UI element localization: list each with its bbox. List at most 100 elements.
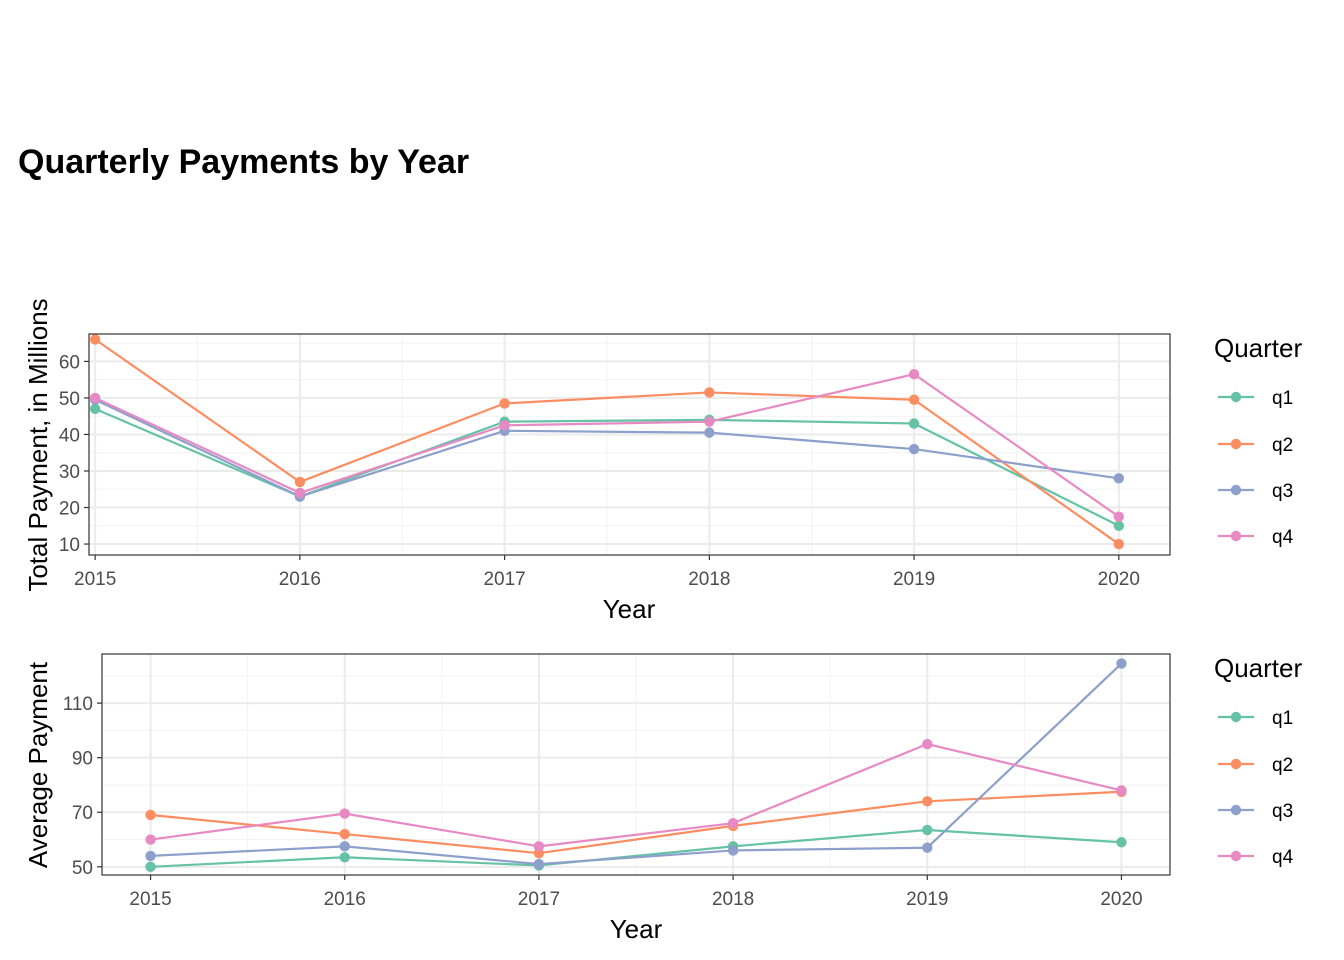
- legend-item-q4: q4: [1218, 527, 1294, 548]
- data-point-q3-2015: [145, 850, 156, 862]
- legend-key-point: [1230, 711, 1242, 723]
- data-point-q3-2017: [533, 858, 545, 870]
- data-point-q4-2016: [294, 487, 306, 499]
- x-tick-label: 2019: [893, 569, 935, 590]
- chart-title: Quarterly Payments by Year: [18, 143, 469, 181]
- legend-item-q4: q4: [1218, 847, 1294, 868]
- x-tick-label: 2015: [129, 889, 171, 910]
- data-point-q3-2020: [1113, 473, 1125, 484]
- legend-key-point: [1230, 804, 1242, 816]
- legend-title-average: Quarter: [1214, 653, 1302, 683]
- x-tick-label: 2019: [906, 889, 948, 910]
- data-point-q2-2020: [1113, 538, 1125, 550]
- series-line-q4: [94, 373, 1120, 518]
- series-line-q3: [150, 662, 1123, 866]
- average-payment-chart: Average Payment Year Quarter 50 70 90 110 20…: [23, 653, 1302, 944]
- data-point-q4-2018: [727, 817, 739, 829]
- data-point-q2-2016: [339, 828, 350, 840]
- data-point-q3-2019: [922, 842, 933, 853]
- legend-item-q3: q3: [1218, 801, 1293, 822]
- series-line-q1: [150, 828, 1122, 868]
- legend-item-q1: q1: [1218, 708, 1293, 729]
- y-tick-label: 30: [59, 462, 80, 483]
- legend-label: q4: [1272, 847, 1294, 868]
- data-point-q2-2015: [145, 809, 156, 821]
- x-tick-label: 2018: [688, 569, 730, 590]
- y-tick-label: 10: [59, 535, 80, 556]
- legend-label: q3: [1272, 481, 1293, 502]
- data-point-q4-2017: [533, 841, 545, 852]
- data-point-q4-2019: [908, 368, 920, 380]
- legend-label: q1: [1272, 708, 1293, 729]
- data-point-q4-2020: [1116, 785, 1127, 796]
- data-point-q4-2018: [704, 416, 715, 427]
- y-tick-label: 50: [59, 389, 80, 410]
- x-tick-label: 2017: [483, 569, 525, 590]
- legend-label: q1: [1272, 388, 1293, 409]
- x-axis-title-total: Year: [603, 594, 656, 624]
- data-point-q1-2019: [908, 418, 920, 429]
- grid: [89, 334, 1170, 555]
- data-point-q4-2015: [145, 834, 156, 845]
- legend-key-point: [1230, 391, 1242, 403]
- x-tick-label: 2017: [518, 889, 560, 910]
- series-line-q1: [94, 407, 1120, 527]
- y-tick-label: 20: [59, 499, 80, 520]
- data-point-q2-2019: [922, 796, 933, 807]
- x-tick-label: 2020: [1100, 889, 1142, 910]
- data-point-q1-2015: [89, 403, 101, 415]
- legend-key-point: [1230, 758, 1242, 770]
- data-point-q1-2015: [145, 861, 156, 873]
- data-point-q3-2018: [727, 845, 739, 856]
- data-point-q4-2015: [89, 392, 101, 404]
- legend-label: q4: [1272, 527, 1294, 548]
- x-tick-label: 2016: [279, 569, 321, 590]
- data-point-q2-2017: [499, 398, 510, 409]
- x-axis-title-average: Year: [610, 914, 663, 944]
- data-point-q2-2015: [89, 334, 101, 345]
- series-line-q2: [94, 338, 1120, 545]
- data-point-q1-2020: [1113, 520, 1125, 531]
- legend-item-q3: q3: [1218, 481, 1293, 502]
- y-axis-title-total: Total Payment, in Millions: [23, 298, 53, 591]
- y-tick-label: 60: [59, 352, 80, 373]
- series-lines: [150, 662, 1123, 868]
- y-tick-label: 110: [63, 694, 93, 715]
- legend-item-q2: q2: [1218, 755, 1293, 776]
- x-tick-label: 2015: [74, 569, 116, 590]
- series-line-q4: [150, 742, 1122, 848]
- data-point-q3-2016: [339, 841, 350, 852]
- data-point-q3-2018: [704, 427, 715, 438]
- legend-key-point: [1230, 850, 1242, 862]
- legend-label: q2: [1272, 755, 1293, 776]
- y-tick-label: 90: [72, 749, 93, 770]
- legend-key-point: [1230, 530, 1242, 542]
- y-axis-title-average: Average Payment: [23, 661, 53, 868]
- series-points: [89, 334, 1125, 550]
- legend-title-total: Quarter: [1214, 333, 1302, 363]
- series-points: [145, 658, 1127, 873]
- y-tick-label: 40: [59, 425, 80, 446]
- grid: [102, 654, 1170, 875]
- data-point-q2-2018: [704, 387, 715, 398]
- x-tick-label: 2020: [1098, 569, 1140, 590]
- legend-item-q2: q2: [1218, 435, 1293, 456]
- total-payment-chart: Total Payment, in Millions Year Quarter …: [23, 298, 1302, 624]
- data-point-q1-2019: [922, 824, 933, 836]
- data-point-q1-2020: [1116, 837, 1127, 848]
- legend-key-point: [1230, 484, 1242, 496]
- data-point-q3-2020: [1116, 658, 1127, 669]
- x-tick-label: 2016: [324, 889, 366, 910]
- legend-item-q1: q1: [1218, 388, 1293, 409]
- y-tick-label: 70: [72, 803, 93, 824]
- legend-label: q2: [1272, 435, 1293, 456]
- data-point-q4-2020: [1113, 511, 1125, 522]
- panel-border: [101, 653, 1171, 876]
- data-point-q2-2016: [294, 476, 306, 488]
- legend-key-point: [1230, 438, 1242, 450]
- series-line-q2: [150, 790, 1122, 855]
- data-point-q2-2019: [908, 394, 920, 405]
- y-tick-label: 50: [72, 858, 93, 879]
- series-line-q3: [94, 398, 1119, 498]
